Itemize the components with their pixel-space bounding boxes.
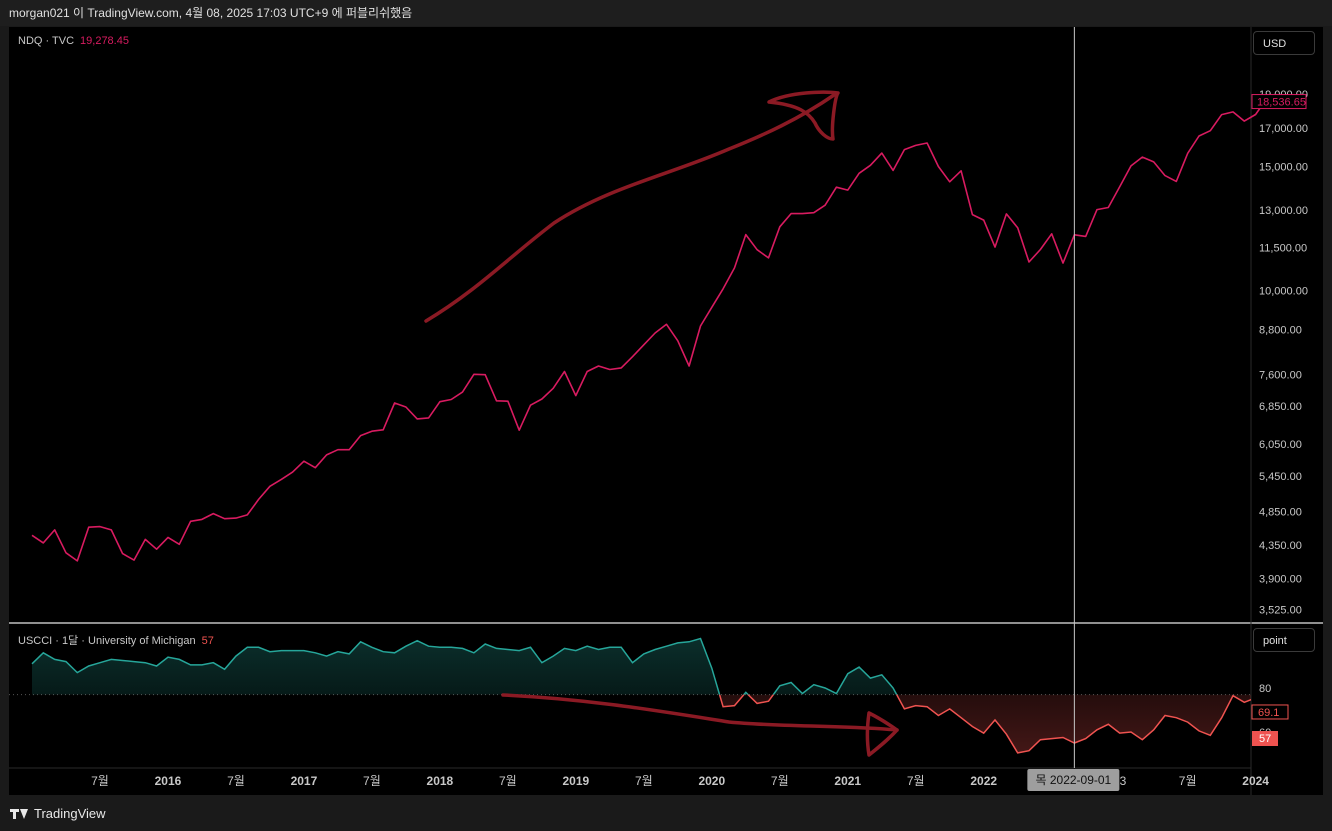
ndq-y-tick-label: 3,900.00 [1259, 573, 1302, 585]
uscci-current-value-box [1252, 731, 1278, 746]
publisher-header: morgan021 이 TradingView.com, 4월 08, 2025… [0, 0, 1332, 26]
ndq-last-value-box [1251, 94, 1307, 110]
ndq-y-tick-label: 4,850.00 [1259, 507, 1302, 519]
tradingview-brand: TradingView [34, 806, 106, 821]
uscci-y-tick-label: 80 [1259, 683, 1271, 695]
ndq-y-tick-label: 15,000.00 [1259, 161, 1308, 173]
x-tick-label: 7월 [499, 774, 517, 788]
ndq-y-tick-label: 11,500.00 [1259, 243, 1307, 255]
x-tick-label: 2017 [291, 774, 318, 788]
ndq-legend-symbol: NDQ · TVC [18, 35, 75, 47]
freehand-arrow-up-shaft [424, 93, 836, 323]
uscci-legend: USCCI · 1달 · University of Michigan 57 [18, 632, 214, 648]
tradingview-logo[interactable]: TradingView [10, 806, 106, 821]
chart-area[interactable]: 3,525.00 3,900.00 4,350.00 4,850.00 5,450.00… [9, 27, 1323, 795]
x-tick-label: 2018 [427, 774, 454, 788]
uscci-area-fill-above [32, 638, 897, 695]
uscci-series-line-below [718, 694, 1251, 754]
ndq-legend-value: 19,278.45 [80, 35, 129, 47]
currency-button[interactable]: USD [1253, 31, 1315, 55]
uscci-legend-value: 57 [201, 635, 214, 647]
x-tick-label: 7월 [363, 774, 381, 788]
x-tick-label: 7월 [91, 774, 109, 788]
x-tick-label: 2020 [698, 774, 725, 788]
currency-button-label: USD [1263, 38, 1287, 50]
chart-canvas[interactable]: 3,525.00 3,900.00 4,350.00 4,850.00 5,450.00… [9, 27, 1323, 795]
uscci-legend-symbol: USCCI · 1달 · University of Michigan [18, 635, 196, 647]
crosshair-date-box [1027, 769, 1120, 791]
publisher-text: morgan021 이 TradingView.com, 4월 08, 2025… [9, 6, 413, 20]
uscci-last-value-box [1251, 704, 1289, 720]
freehand-arrow-down-head [865, 711, 899, 757]
ndq-y-tick-label: 10,000.00 [1259, 285, 1308, 297]
ndq-series-line [31, 97, 1268, 562]
x-tick-label: 7월 [227, 774, 245, 788]
uscci-last-value-label: 69.1 [1258, 707, 1279, 719]
uscci-area-fill-below [32, 694, 1251, 753]
ndq-y-tick-label: 5,450.00 [1259, 471, 1302, 483]
tradingview-logo-icon [10, 808, 29, 820]
x-tick-label: 7월 [1179, 774, 1197, 788]
ndq-y-tick-label: 13,000.00 [1259, 205, 1308, 217]
ndq-y-tick-label: 6,050.00 [1259, 439, 1302, 451]
x-tick-label: 7월 [635, 774, 653, 788]
x-tick-label: 7월 [907, 774, 925, 788]
uscci-series-line-above [31, 637, 898, 695]
x-tick-label: 7월 [771, 774, 789, 788]
freehand-arrow-up-head [767, 90, 840, 141]
uscci-current-value-label: 57 [1259, 733, 1271, 745]
ndq-y-tick-label: 6,850.00 [1259, 401, 1302, 413]
crosshair-date-label: 목 2022-09-01 [1035, 773, 1111, 787]
x-tick-label: 2019 [562, 774, 589, 788]
unit-button[interactable]: point [1253, 628, 1315, 652]
x-tick-label: 2021 [834, 774, 861, 788]
x-tick-label: 2022 [970, 774, 997, 788]
x-tick-label: 2016 [155, 774, 182, 788]
ndq-y-tick-label: 8,800.00 [1259, 324, 1302, 336]
ndq-last-value-label: 18,536.65 [1257, 97, 1306, 109]
ndq-legend: NDQ · TVC 19,278.45 [18, 35, 129, 47]
ndq-y-tick-label: 4,350.00 [1259, 540, 1302, 552]
ndq-y-tick-label: 3,525.00 [1259, 604, 1302, 616]
x-tick-label: 2024 [1242, 774, 1269, 788]
ndq-y-tick-label: 7,600.00 [1259, 369, 1302, 381]
freehand-arrow-down-shaft [501, 693, 899, 732]
ndq-y-tick-label: 17,000.00 [1259, 123, 1308, 135]
footer: TradingView [0, 796, 1332, 831]
unit-button-label: point [1263, 635, 1287, 647]
